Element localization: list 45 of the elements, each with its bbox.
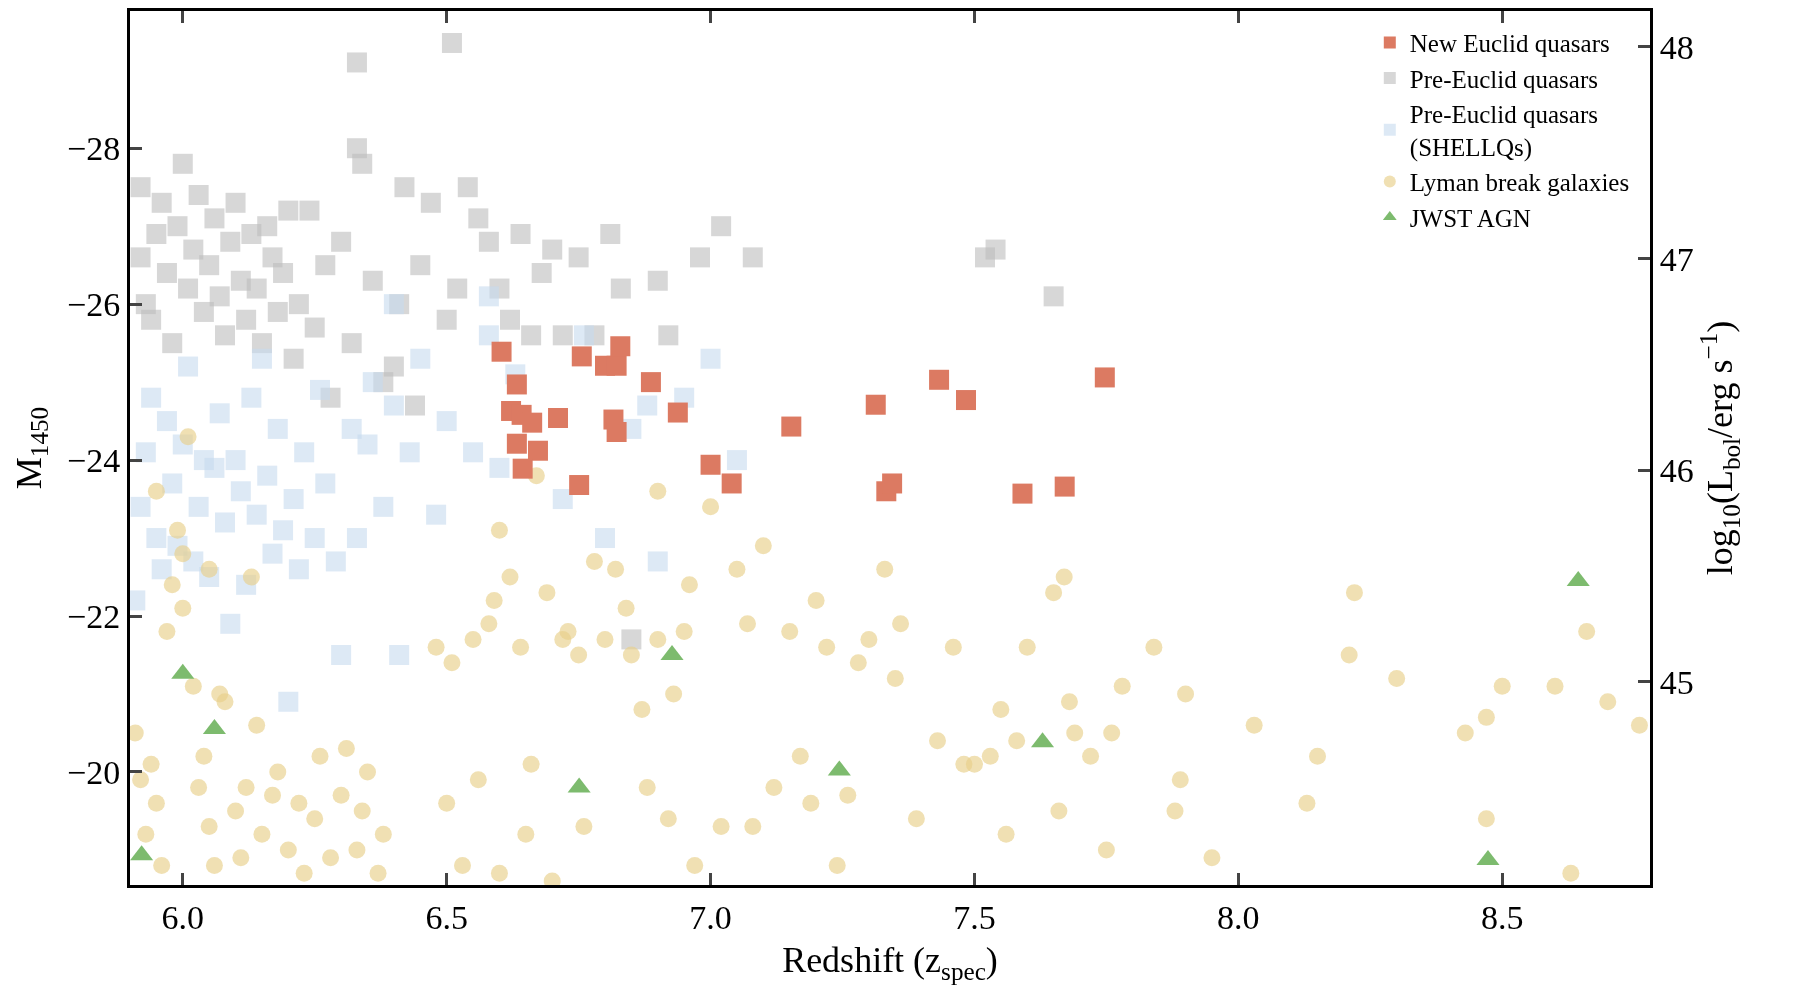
y-tick-label: −26 — [67, 286, 121, 324]
point — [882, 473, 903, 494]
point — [781, 416, 802, 437]
legend-label: Lyman break galaxies — [1409, 169, 1630, 197]
legend-label: Pre-Euclid quasars — [1409, 65, 1598, 93]
x-tick-label: 6.5 — [425, 898, 468, 936]
x-tick-label: 7.5 — [953, 898, 996, 936]
point — [640, 372, 661, 393]
point — [700, 454, 721, 475]
point — [569, 475, 590, 496]
point — [721, 473, 742, 494]
x-tick-label: 7.0 — [689, 898, 732, 936]
point — [506, 433, 527, 454]
y-tick-label: −24 — [67, 441, 121, 479]
legend-label: New Euclid quasars — [1409, 30, 1610, 58]
point — [527, 440, 548, 461]
legend-label: JWST AGN — [1409, 204, 1531, 232]
point — [667, 402, 688, 423]
y-tick-label: −28 — [67, 130, 121, 168]
point — [610, 336, 631, 357]
x-tick-label: 6.0 — [161, 898, 205, 936]
point — [512, 458, 533, 479]
y2-tick-label: 46 — [1659, 452, 1694, 490]
point — [1094, 367, 1115, 388]
y2-tick-label: 45 — [1659, 663, 1694, 701]
point — [606, 422, 627, 443]
x-axis-title: Redshift (z$_{spec}$) — [782, 940, 998, 985]
point — [522, 412, 543, 433]
y2-tick-label: 48 — [1659, 28, 1694, 66]
point — [491, 341, 512, 362]
point — [1012, 483, 1033, 504]
point — [956, 390, 976, 411]
legend-label: Pre-Euclid quasars (SHELLQs) — [1409, 101, 1598, 162]
point — [506, 374, 527, 395]
point — [1054, 476, 1075, 497]
y2-tick-label: 47 — [1659, 240, 1694, 278]
point — [929, 369, 950, 390]
point — [548, 407, 569, 428]
y-tick-label: −20 — [67, 753, 121, 791]
point — [571, 346, 592, 367]
y-tick-label: −22 — [67, 597, 121, 635]
x-tick-label: 8.0 — [1217, 898, 1260, 936]
point — [606, 355, 627, 376]
point — [865, 394, 886, 415]
x-tick-label: 8.5 — [1480, 898, 1524, 936]
